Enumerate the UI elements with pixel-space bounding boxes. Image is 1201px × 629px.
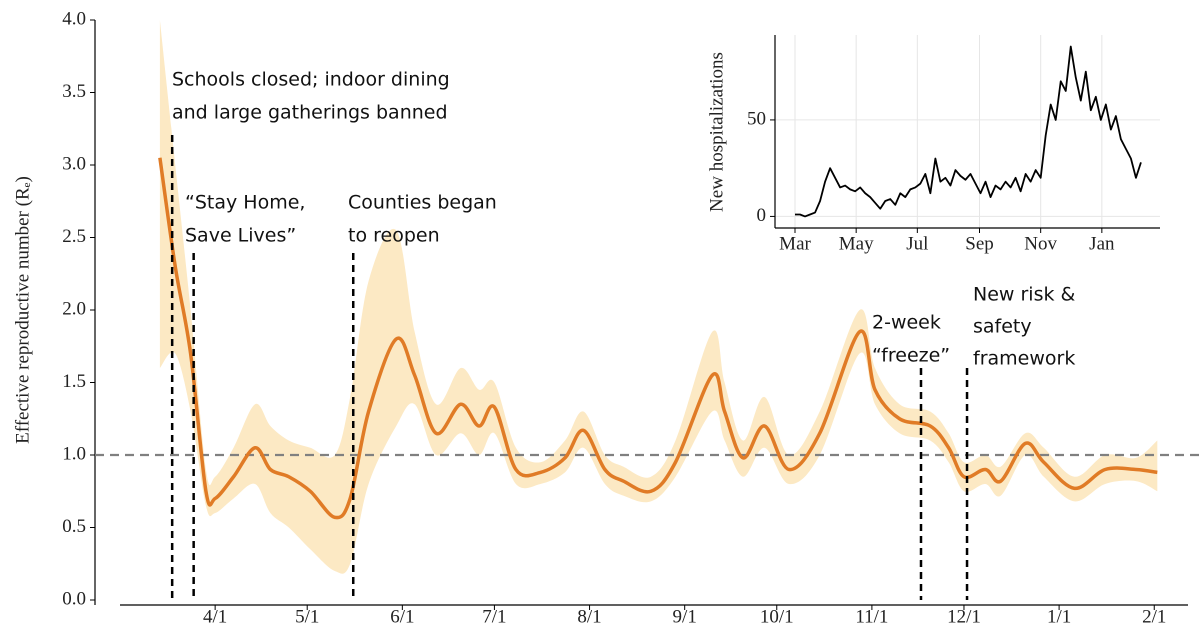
y-axis-label: Effective reproductive number (Rₑ) [12,176,33,444]
annotation: New risk & [973,284,1076,306]
x-tick-label: 8/1 [577,606,601,627]
annotation: to reopen [348,225,440,247]
data-line [795,45,1142,218]
x-tick-label: May [839,233,874,254]
x-tick-label: Jan [1089,233,1115,254]
y-tick-label: 3.0 [62,153,86,174]
y-tick-label: 0.5 [62,516,86,537]
y-tick-label: 0 [757,205,767,226]
annotation: “freeze” [872,345,950,367]
x-tick-label: 12/1 [947,606,981,627]
x-tick-label: 9/1 [673,606,697,627]
annotation: 2-week [872,312,941,334]
y-tick-label: 2.0 [62,298,86,319]
x-tick-label: Sep [965,233,994,254]
confidence-band [159,20,1158,574]
x-tick-label: Mar [779,233,811,254]
x-tick-label: 10/1 [760,606,794,627]
y-tick-label: 2.5 [62,226,86,247]
y-tick-label: 1.0 [62,443,86,464]
annotation: and large gatherings banned [172,102,448,124]
annotation: framework [973,348,1075,370]
x-tick-label: Nov [1024,233,1057,254]
data-line [158,157,1158,520]
x-tick-label: Jul [906,233,928,254]
y-tick-label: 3.5 [62,81,86,102]
annotation: Counties began [348,192,497,214]
y-tick-label: 4.0 [62,8,86,29]
y-tick-label: 50 [747,108,766,129]
x-tick-label: 11/1 [855,606,888,627]
y-tick-label: 0.0 [62,588,86,609]
inset-y-axis-label: New hospitalizations [706,52,727,212]
x-tick-label: 2/1 [1142,606,1166,627]
x-tick-label: 6/1 [390,606,414,627]
annotation: Schools closed; indoor dining [172,69,450,91]
annotation: “Stay Home, [185,192,305,214]
x-tick-label: 5/1 [295,606,319,627]
x-tick-label: 4/1 [203,606,227,627]
annotation: Save Lives” [185,225,296,247]
annotation: safety [973,316,1032,338]
x-tick-label: 7/1 [482,606,506,627]
x-tick-label: 1/1 [1047,606,1071,627]
y-tick-label: 1.5 [62,371,86,392]
